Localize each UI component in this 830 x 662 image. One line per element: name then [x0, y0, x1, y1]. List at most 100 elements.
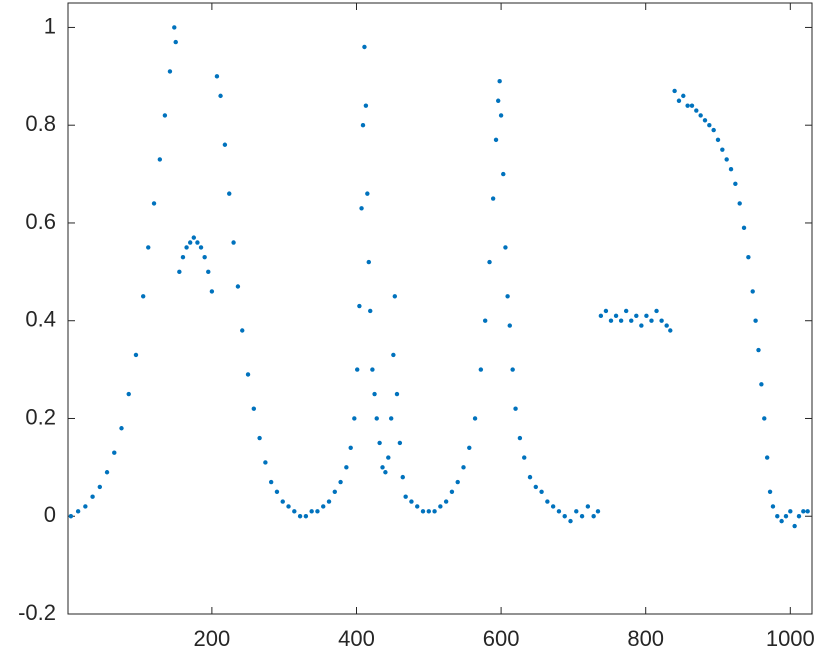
- point: [764, 455, 770, 460]
- point: [202, 254, 207, 260]
- point: [355, 367, 360, 372]
- point: [68, 514, 74, 519]
- point: [365, 191, 370, 196]
- point: [432, 509, 437, 514]
- point: [274, 489, 280, 494]
- point: [522, 455, 527, 460]
- point: [513, 406, 518, 411]
- point: [352, 416, 357, 421]
- point: [326, 499, 332, 504]
- point: [383, 470, 388, 475]
- x-tick-label: 1000: [766, 626, 815, 651]
- point: [198, 245, 204, 250]
- point: [83, 504, 88, 509]
- point: [297, 514, 303, 519]
- point: [634, 313, 639, 319]
- point: [151, 201, 157, 206]
- point: [360, 123, 366, 128]
- point: [251, 406, 257, 411]
- point: [374, 416, 379, 421]
- point: [505, 294, 510, 299]
- point: [455, 479, 460, 485]
- point: [338, 479, 343, 485]
- point: [613, 313, 619, 319]
- x-tick-label: 400: [338, 626, 375, 651]
- point: [510, 367, 515, 372]
- point: [676, 98, 682, 103]
- point: [386, 455, 391, 460]
- point: [545, 499, 550, 504]
- point: [618, 318, 624, 323]
- point: [497, 79, 502, 84]
- point: [443, 499, 449, 504]
- point: [467, 445, 472, 451]
- point: [753, 318, 758, 323]
- point: [472, 416, 478, 421]
- point: [681, 93, 686, 99]
- point: [303, 514, 309, 519]
- point: [167, 69, 173, 74]
- point: [775, 514, 780, 519]
- point: [409, 499, 414, 504]
- point: [562, 514, 567, 519]
- point: [585, 504, 591, 509]
- point: [498, 113, 504, 118]
- point: [728, 166, 734, 172]
- point: [362, 44, 367, 50]
- point: [668, 328, 673, 333]
- y-tick-label: 0.4: [25, 307, 56, 332]
- point: [501, 171, 506, 177]
- point: [140, 294, 146, 299]
- point: [75, 509, 81, 514]
- point: [664, 323, 669, 328]
- point: [280, 499, 285, 504]
- point: [461, 465, 466, 470]
- y-tick-label: 0.6: [25, 209, 56, 234]
- point: [392, 294, 398, 299]
- point: [344, 465, 349, 470]
- point: [268, 479, 274, 485]
- point: [177, 269, 182, 275]
- point: [746, 254, 751, 260]
- point: [366, 259, 371, 265]
- point: [112, 450, 117, 455]
- point: [415, 504, 420, 509]
- point: [438, 504, 443, 509]
- point: [801, 509, 806, 514]
- point: [788, 509, 793, 514]
- point: [222, 142, 228, 147]
- point: [391, 352, 396, 358]
- point: [568, 518, 573, 524]
- point: [629, 318, 634, 323]
- point: [715, 137, 721, 143]
- point: [394, 391, 400, 397]
- point: [380, 465, 385, 470]
- point: [377, 440, 382, 446]
- point: [623, 308, 629, 314]
- point: [104, 470, 110, 475]
- point: [496, 98, 501, 103]
- point: [579, 514, 585, 519]
- point: [368, 308, 373, 314]
- point: [724, 157, 729, 162]
- point: [214, 74, 220, 79]
- point: [750, 289, 755, 294]
- point: [550, 504, 556, 509]
- point: [698, 113, 703, 118]
- point: [119, 426, 124, 431]
- point: [332, 489, 337, 494]
- point: [286, 504, 291, 509]
- point: [370, 367, 375, 372]
- point: [649, 318, 654, 323]
- point: [507, 323, 512, 328]
- point: [762, 416, 767, 421]
- point: [449, 489, 455, 494]
- point: [126, 391, 131, 397]
- point: [539, 489, 544, 494]
- point: [240, 328, 245, 333]
- point: [783, 514, 789, 519]
- point: [595, 509, 601, 514]
- point: [157, 157, 163, 162]
